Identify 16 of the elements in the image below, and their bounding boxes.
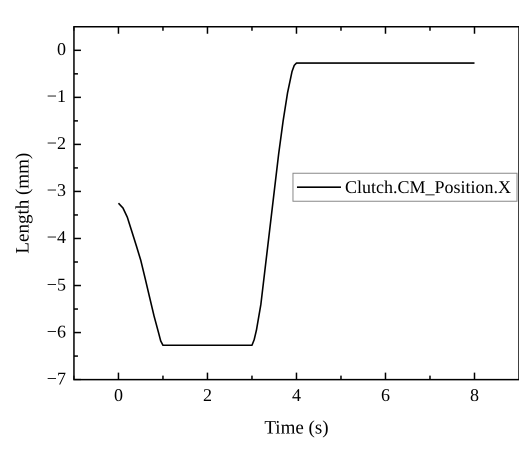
y-tick-label: −6 <box>46 321 66 342</box>
y-tick-label: −4 <box>46 227 66 248</box>
x-tick-label: 2 <box>202 385 212 406</box>
x-tick-label: 4 <box>292 385 301 406</box>
legend-label: Clutch.CM_Position.X <box>344 176 512 197</box>
y-tick-label: −3 <box>46 180 66 200</box>
y-axis-title: Length (mm) <box>12 152 34 254</box>
y-tick-label: −2 <box>46 133 66 154</box>
x-tick-label: 6 <box>380 385 390 406</box>
x-axis-title: Time (s) <box>264 418 329 439</box>
x-tick-label: 8 <box>470 385 479 406</box>
x-tick-label: 0 <box>114 385 123 406</box>
y-tick-label: 0 <box>56 39 66 60</box>
y-tick-label: −5 <box>46 274 66 294</box>
y-tick-label: −7 <box>46 368 66 388</box>
y-tick-label: −1 <box>46 86 66 106</box>
